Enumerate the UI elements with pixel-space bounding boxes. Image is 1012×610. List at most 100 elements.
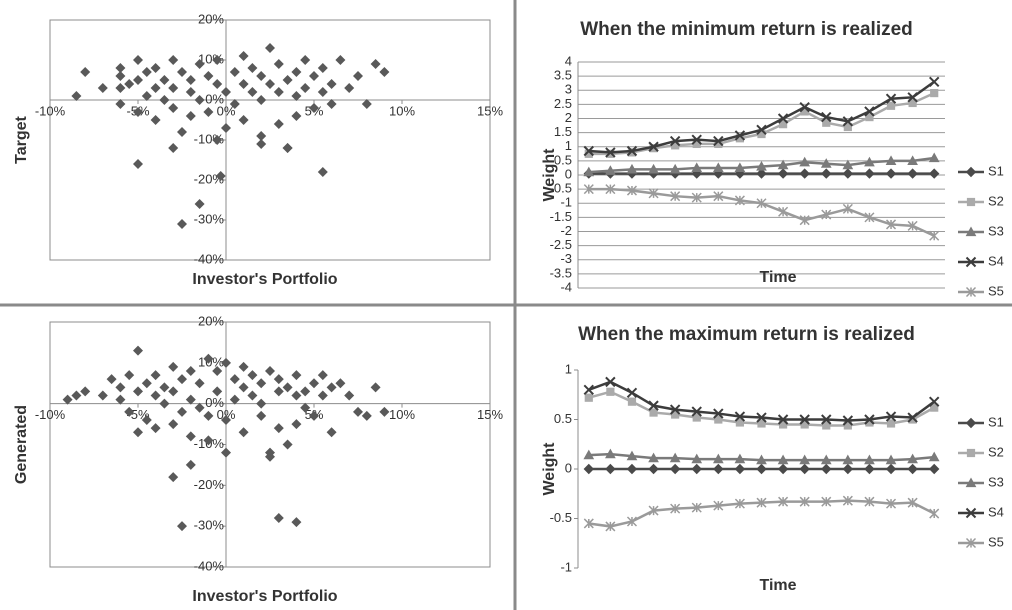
marker [713, 500, 724, 511]
point [353, 71, 363, 81]
point [309, 378, 319, 389]
point [115, 382, 126, 393]
marker [907, 453, 918, 464]
point [265, 451, 275, 462]
point [150, 370, 161, 381]
point [221, 447, 231, 458]
point [177, 219, 187, 229]
marker [606, 387, 615, 396]
point [317, 370, 328, 381]
marker [778, 206, 789, 217]
marker [669, 135, 681, 147]
point [247, 63, 258, 73]
point [273, 87, 284, 97]
point [115, 394, 126, 405]
y-tick-label: 0.5 [554, 411, 572, 426]
marker [735, 418, 745, 427]
marker [928, 168, 940, 179]
marker [778, 120, 788, 129]
series-line [588, 380, 935, 422]
marker [821, 496, 832, 507]
point [229, 67, 240, 77]
point [159, 95, 170, 105]
x-tick-label: 15% [477, 103, 503, 118]
marker [777, 414, 789, 425]
legend-marker [965, 537, 977, 549]
legend-label: S3 [988, 474, 1004, 489]
marker [583, 184, 594, 195]
marker [712, 453, 724, 464]
marker [670, 191, 681, 202]
marker [626, 516, 638, 527]
marker [799, 215, 810, 226]
point [291, 370, 302, 381]
point [177, 127, 187, 137]
marker [799, 101, 810, 113]
point [291, 517, 302, 528]
point [326, 79, 337, 89]
y-tick-label: 20% [198, 313, 224, 328]
point [203, 107, 214, 117]
marker [842, 203, 853, 214]
y-tick-label: -1 [560, 195, 572, 210]
y-tick-label: 0% [205, 91, 224, 106]
point [194, 59, 205, 69]
x-tick-label: 15% [477, 407, 503, 422]
point [133, 107, 143, 117]
point [238, 51, 249, 61]
point [115, 83, 126, 93]
legend-marker [966, 197, 976, 207]
marker [626, 387, 638, 398]
y-tick-label: -40% [194, 558, 225, 573]
point [256, 378, 267, 389]
point [115, 99, 126, 109]
legend-marker [965, 477, 977, 488]
y-tick-label: -2.5 [550, 237, 572, 252]
point [291, 91, 302, 101]
y-tick-label: 3.5 [554, 68, 572, 83]
marker [907, 220, 918, 231]
marker [626, 185, 638, 196]
marker [756, 463, 767, 475]
point [273, 423, 284, 434]
marker [583, 145, 595, 157]
point [150, 423, 161, 434]
marker [907, 155, 918, 165]
point [97, 83, 108, 93]
point [300, 55, 311, 65]
point [370, 59, 381, 69]
marker [778, 496, 789, 507]
marker [648, 452, 659, 463]
marker [907, 463, 918, 475]
marker [842, 415, 854, 426]
marker [864, 156, 875, 167]
marker [605, 184, 616, 195]
point [317, 63, 328, 73]
marker [691, 502, 702, 513]
point [291, 111, 302, 121]
marker [821, 463, 832, 475]
marker [649, 408, 658, 417]
point [168, 386, 179, 397]
point [326, 382, 337, 393]
y-tick-label: 4 [565, 53, 572, 68]
marker [885, 93, 897, 104]
legend-label: S2 [988, 193, 1004, 208]
point [326, 427, 337, 438]
point [291, 419, 302, 430]
point [300, 402, 311, 413]
x-axis-title: Investor's Portfolio [192, 588, 337, 605]
marker [842, 454, 854, 465]
marker [605, 463, 616, 475]
marker [885, 219, 897, 230]
point [379, 406, 390, 417]
marker [734, 130, 746, 141]
point [185, 111, 196, 121]
y-tick-label: 10% [198, 354, 224, 369]
point [265, 366, 275, 376]
point [80, 67, 91, 77]
y-tick-label: 0 [565, 460, 572, 475]
point [282, 75, 293, 85]
point [159, 75, 170, 85]
marker [864, 106, 875, 117]
